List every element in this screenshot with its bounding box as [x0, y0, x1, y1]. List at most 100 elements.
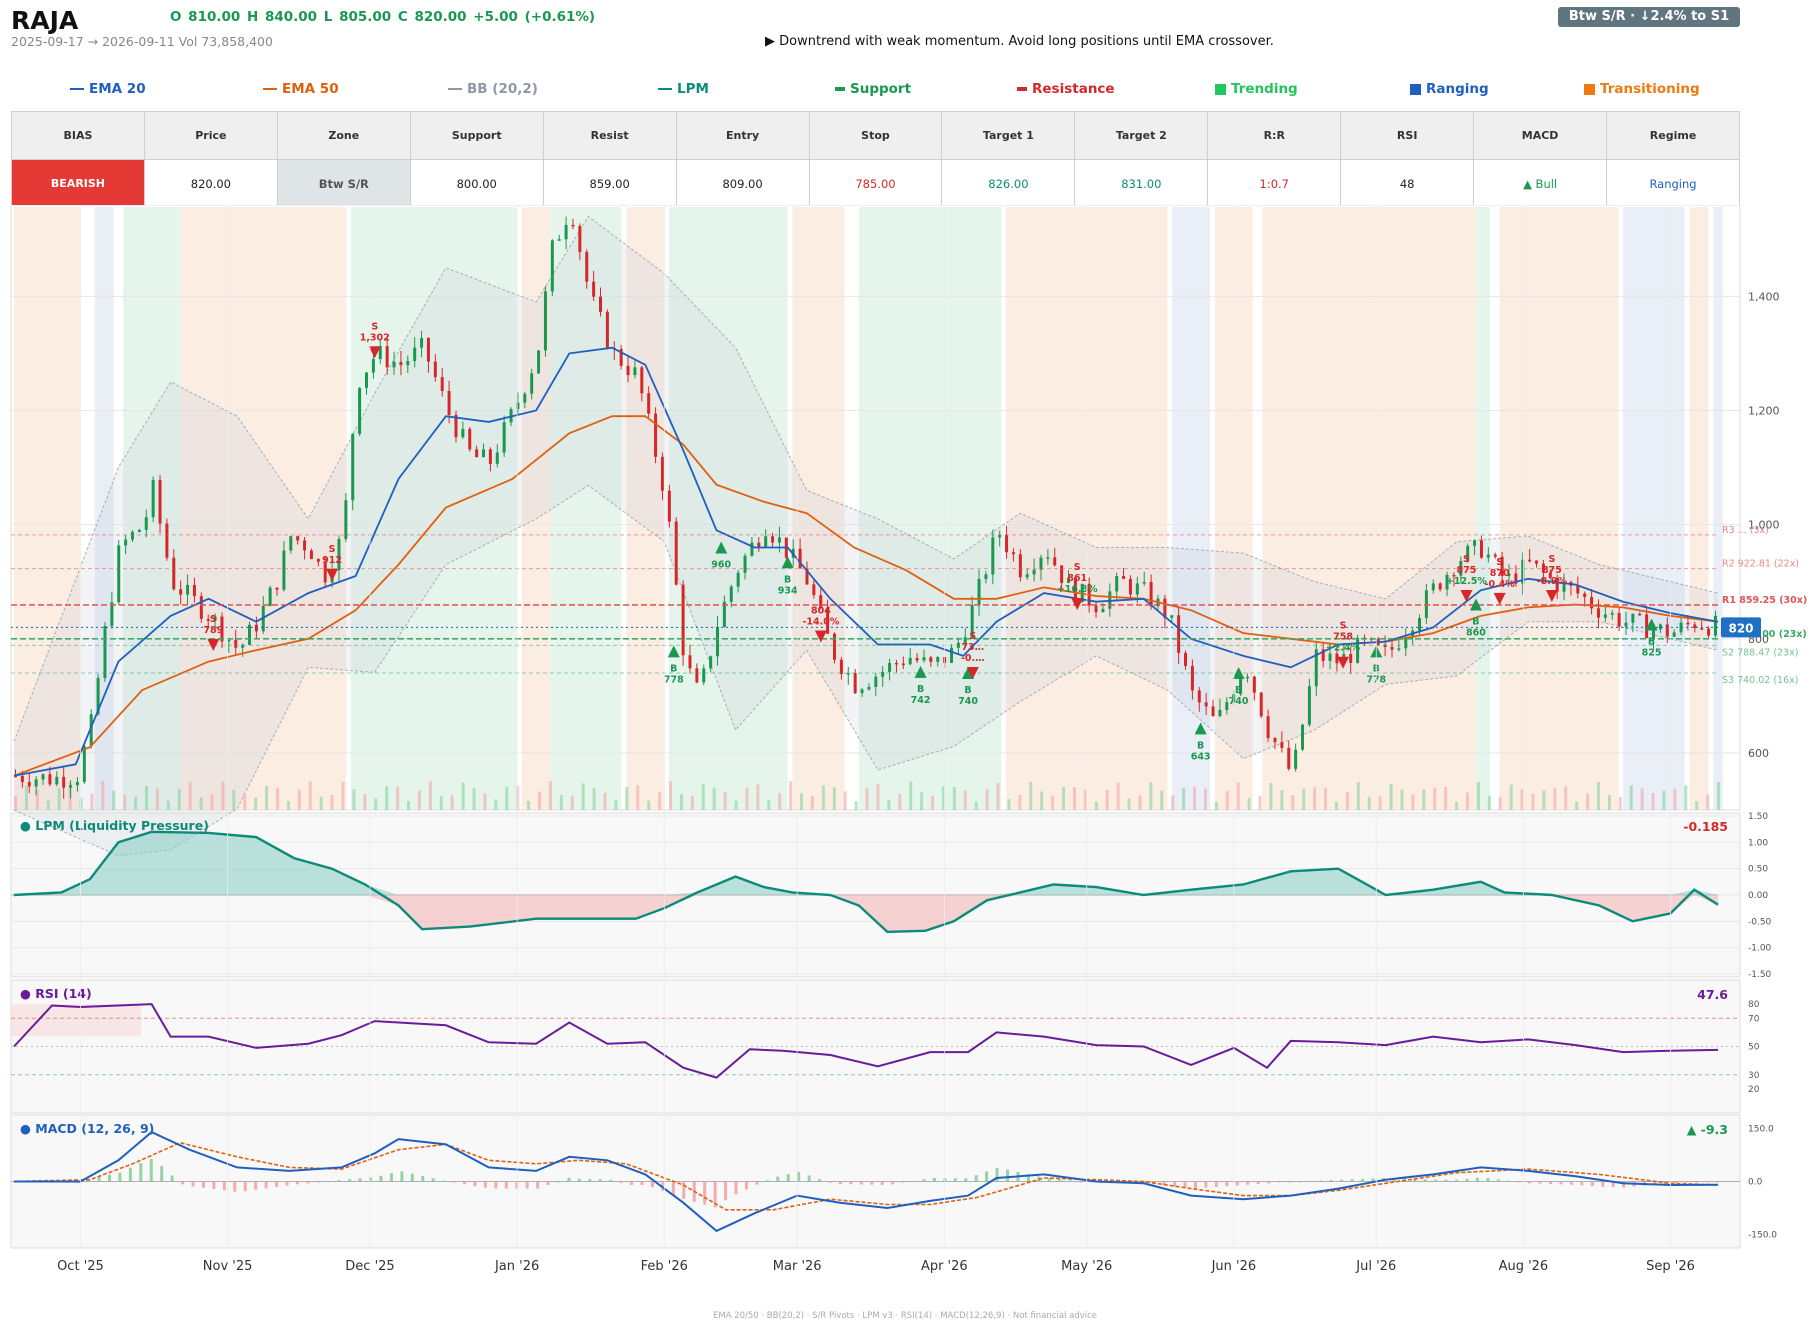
candle-body: [860, 689, 864, 694]
sell-signal-label: S: [1340, 621, 1347, 632]
volume-bar: [832, 787, 836, 810]
candle-body: [406, 361, 410, 366]
legend-swatch-icon: [448, 88, 462, 90]
candle-body: [523, 393, 527, 403]
candle-body: [192, 584, 196, 597]
macd-histogram-bar: [431, 1178, 435, 1182]
candle-body: [1190, 665, 1194, 691]
candle-body: [1218, 709, 1222, 717]
candle-body: [1094, 605, 1098, 613]
volume-bar: [35, 789, 39, 810]
candle-body: [399, 361, 403, 366]
candle-body: [55, 776, 59, 785]
candle-body: [1672, 632, 1676, 637]
legend-trending[interactable]: Trending: [1215, 81, 1298, 97]
macd-histogram-bar: [264, 1181, 268, 1189]
legend-bollinger[interactable]: BB (20,2): [448, 81, 538, 97]
candle-body: [578, 226, 582, 252]
macd-histogram-bar: [1590, 1181, 1594, 1187]
legend-resistance[interactable]: Resistance: [1017, 81, 1115, 97]
macd-histogram-bar: [1006, 1169, 1010, 1182]
sell-signal-label: S: [1496, 557, 1503, 568]
macd-histogram-bar: [1423, 1179, 1427, 1182]
stats-header: Regime: [1606, 111, 1740, 160]
volume-bar: [101, 780, 105, 810]
month-tick-label: Mar '26: [773, 1259, 822, 1274]
support-level-label: S3 740.02 (16x): [1722, 675, 1798, 686]
legend-ranging[interactable]: Ranging: [1410, 81, 1489, 97]
price-tick-label: 600: [1748, 747, 1769, 760]
legend-ema50[interactable]: EMA 50: [263, 81, 339, 97]
volume-bar: [876, 783, 880, 810]
volume-bar: [548, 781, 552, 810]
candle-body: [867, 686, 871, 690]
candle-body: [1301, 724, 1305, 750]
candle-body: [894, 662, 898, 665]
volume-bar: [439, 795, 443, 810]
macd-histogram-bar: [755, 1181, 759, 1185]
lpm-negative-area: [14, 895, 1718, 932]
stats-header: MACD: [1473, 111, 1608, 160]
lpm-tick-label: 0.00: [1748, 891, 1768, 901]
legend-lpm[interactable]: LPM: [658, 81, 709, 97]
macd-histogram-bar: [233, 1181, 237, 1192]
volume-bar: [1553, 788, 1557, 810]
volume-bar: [396, 786, 400, 810]
candle-body: [461, 428, 465, 438]
candle-body: [62, 776, 66, 788]
resistance-level-label: R3 ... (3x): [1722, 525, 1769, 536]
volume-bar: [1171, 795, 1175, 810]
regime-band-ranging: [1172, 207, 1211, 810]
candle-body: [771, 536, 775, 543]
volume-bar: [188, 781, 192, 810]
volume-bar: [570, 795, 574, 810]
volume-bar: [1575, 801, 1579, 810]
macd-histogram-bar: [734, 1181, 738, 1195]
buy-signal-label: B: [670, 663, 677, 674]
candle-body: [378, 346, 382, 360]
macd-histogram-bar: [1653, 1181, 1657, 1185]
macd-histogram-bar: [932, 1177, 936, 1182]
macd-histogram-bar: [1601, 1181, 1605, 1187]
candle-body: [454, 414, 458, 438]
legend-support[interactable]: Support: [835, 81, 911, 97]
volume-bar: [1389, 783, 1393, 810]
regime-band-trending: [858, 207, 1002, 810]
volume-bar: [625, 787, 629, 810]
macd-histogram-bar: [1193, 1181, 1197, 1189]
volume-bar: [712, 787, 716, 810]
candle-body: [75, 781, 79, 786]
sell-signal-label: S: [371, 321, 378, 332]
macd-histogram-bar: [1058, 1179, 1062, 1182]
sell-signal-marker: [1460, 589, 1473, 602]
sell-signal-marker: [966, 667, 979, 680]
volume-bar: [592, 787, 596, 810]
macd-histogram-bar: [1256, 1181, 1260, 1185]
rsi-cell: 48: [1340, 159, 1475, 208]
macd-histogram-bar: [1549, 1181, 1553, 1185]
candle-body: [1638, 613, 1642, 616]
legend-transitioning[interactable]: Transitioning: [1584, 81, 1700, 97]
macd-histogram-bar: [1162, 1181, 1166, 1186]
candle-body: [1073, 577, 1077, 603]
macd-histogram-bar: [724, 1181, 728, 1201]
candle-body: [812, 584, 816, 596]
candle-body: [1665, 624, 1669, 637]
candle-body: [20, 775, 24, 783]
macd-histogram-bar: [964, 1178, 968, 1182]
legend-ema20[interactable]: EMA 20: [70, 81, 146, 97]
volume-bar: [800, 793, 804, 810]
macd-histogram-bar: [337, 1180, 341, 1182]
volume-bar: [1487, 795, 1491, 810]
candle-body: [1197, 690, 1201, 703]
candle-body: [1294, 749, 1298, 769]
macd-histogram-bar: [797, 1171, 801, 1182]
volume-bar: [1182, 787, 1186, 810]
candle-body: [888, 662, 892, 672]
candle-body: [1273, 737, 1277, 743]
candle-body: [1225, 702, 1229, 710]
volume-bar: [658, 792, 662, 810]
macd-histogram-bar: [118, 1172, 122, 1182]
volume-bar: [276, 787, 280, 810]
